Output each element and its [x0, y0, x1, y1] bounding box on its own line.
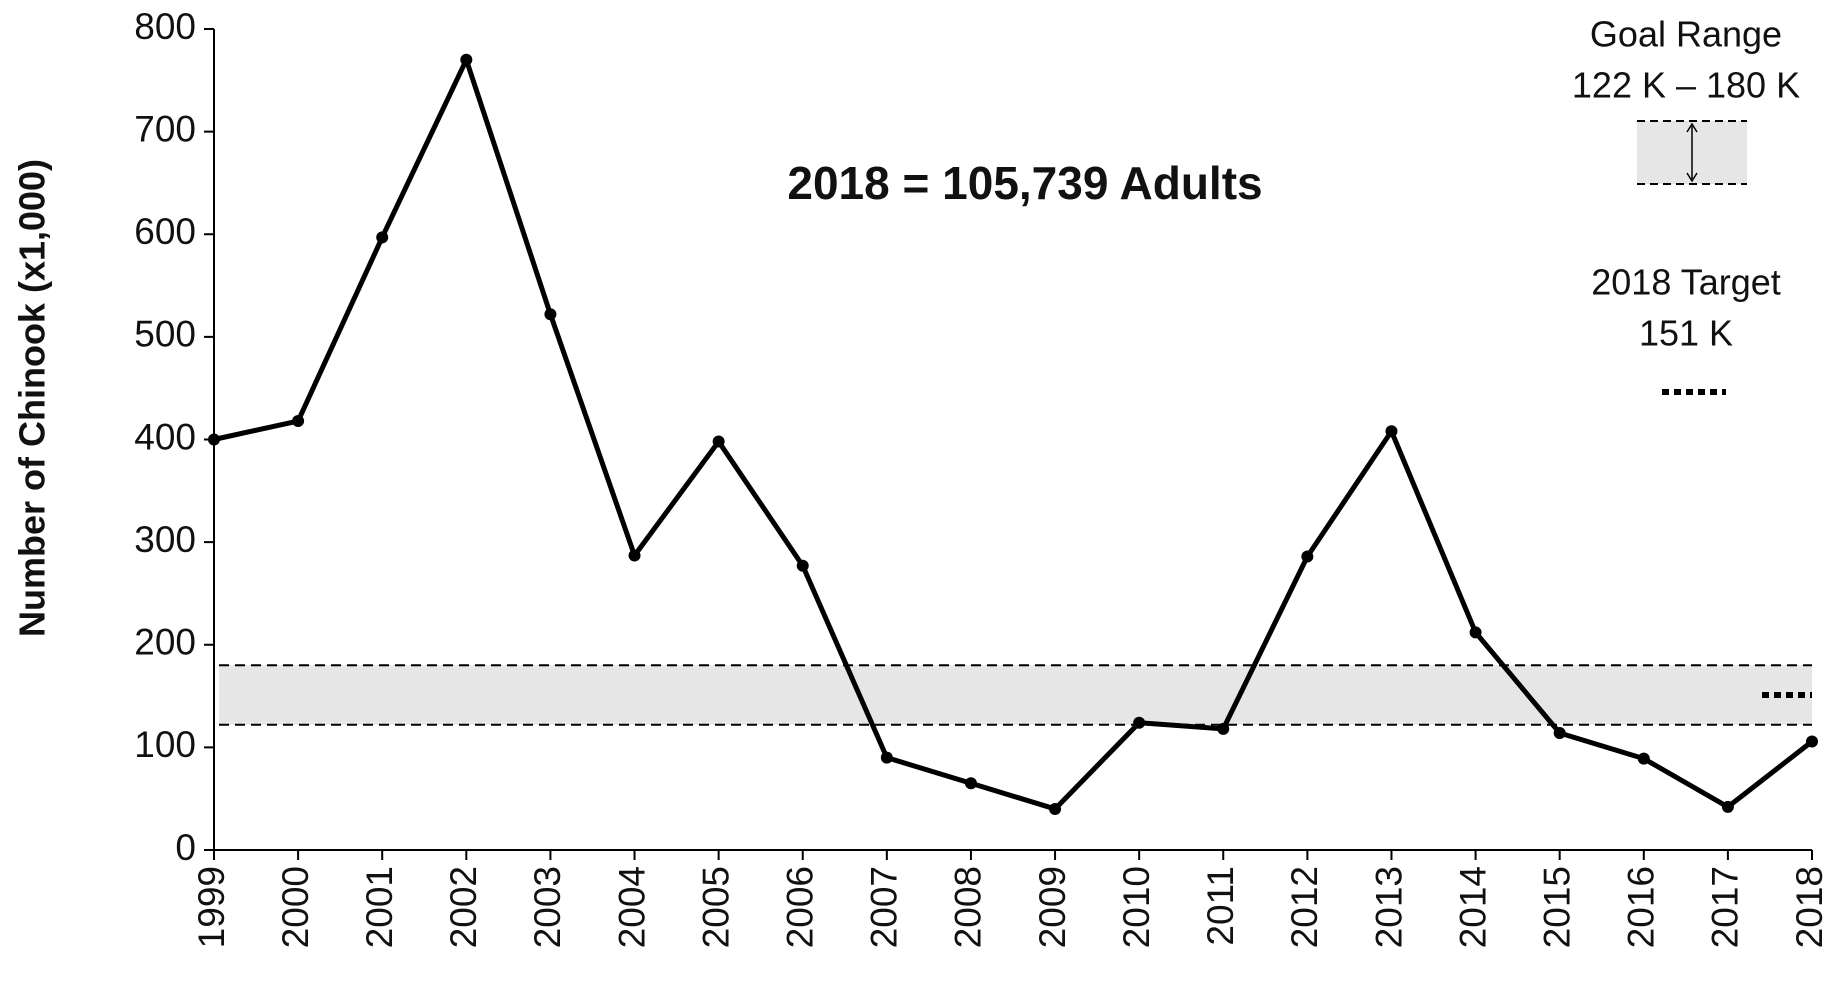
series-line — [213, 57, 1814, 812]
point — [460, 53, 473, 66]
point — [1301, 550, 1314, 563]
x-tick-label: 2007 — [864, 866, 905, 948]
legend-goal-label: 122 K – 180 K — [1572, 65, 1800, 106]
point — [292, 415, 305, 428]
point — [1721, 800, 1734, 813]
point — [1553, 727, 1566, 740]
point — [376, 231, 389, 244]
point — [1806, 735, 1818, 748]
x-tick-label: 2006 — [780, 866, 821, 948]
x-tick-label: 2002 — [443, 866, 484, 948]
y-axis-label: Number of Chinook (x1,000) — [12, 159, 53, 637]
x-tick-label: 2010 — [1116, 866, 1157, 948]
y-tick-label: 300 — [134, 519, 196, 560]
point — [880, 751, 893, 764]
point — [1385, 425, 1398, 438]
point — [1049, 802, 1062, 815]
x-tick-label: 2000 — [275, 866, 316, 948]
x-tick-label: 2012 — [1284, 866, 1325, 948]
x-tick-label: 2001 — [359, 866, 400, 948]
y-tick-label: 800 — [134, 6, 196, 47]
x-tick-label: 2018 — [1789, 866, 1830, 948]
x-tick-label: 2016 — [1621, 866, 1662, 948]
legend-target-title: 2018 Target — [1591, 262, 1781, 303]
point — [544, 308, 557, 321]
goal-band — [219, 665, 1812, 725]
x-tick-label: 2003 — [527, 866, 568, 948]
y-tick-label: 700 — [134, 108, 196, 149]
point — [796, 559, 809, 572]
x-tick-label: 1999 — [191, 866, 232, 948]
point — [712, 435, 725, 448]
x-tick-label: 2011 — [1200, 866, 1241, 946]
annotation: 2018 = 105,739 Adults — [787, 157, 1262, 209]
y-tick-label: 600 — [134, 211, 196, 252]
legend-goal-title: Goal Range — [1590, 14, 1782, 55]
x-tick-label: 2014 — [1452, 866, 1493, 948]
point — [1469, 626, 1482, 639]
point — [628, 549, 641, 562]
x-tick-label: 2004 — [611, 866, 652, 948]
x-tick-label: 2015 — [1536, 866, 1577, 948]
legend-arrow-heads — [1686, 122, 1698, 183]
x-tick-label: 2008 — [948, 866, 989, 948]
y-tick-label: 400 — [134, 416, 196, 457]
point — [1217, 722, 1230, 735]
point — [964, 777, 977, 790]
x-tick-label: 2005 — [695, 866, 736, 948]
point — [1637, 752, 1650, 765]
y-tick-label: 200 — [134, 622, 196, 663]
legend-target-label: 151 K — [1639, 313, 1733, 354]
y-tick-label: 100 — [134, 724, 196, 765]
x-tick-label: 2013 — [1368, 866, 1409, 948]
point — [208, 433, 220, 446]
y-tick-label: 0 — [175, 827, 196, 868]
x-tick-label: 2009 — [1032, 866, 1073, 948]
point — [1133, 716, 1146, 729]
x-tick-label: 2017 — [1705, 866, 1746, 948]
y-tick-label: 500 — [134, 314, 196, 355]
